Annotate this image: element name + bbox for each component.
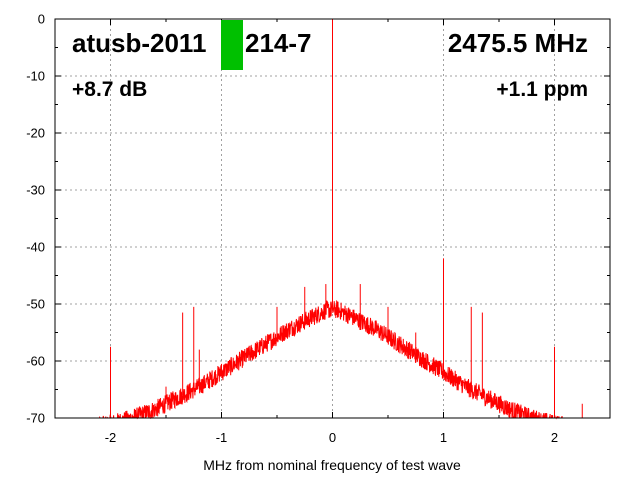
y-tick-label: -50 (26, 297, 45, 312)
x-tick-label: 0 (329, 430, 336, 445)
x-tick-label: 1 (440, 430, 447, 445)
y-tick-label: -20 (26, 126, 45, 141)
y-tick-label: -10 (26, 69, 45, 84)
x-tick-label: -2 (105, 430, 117, 445)
y-axis-ticks: 0 -10 -20 -30 -40 -50 -60 -70 (26, 12, 610, 426)
device-suffix-label: 214-7 (245, 28, 312, 58)
spur-series (110, 19, 583, 418)
offset-label: +1.1 ppm (496, 78, 588, 101)
x-axis-title: MHz from nominal frequency of test wave (203, 457, 461, 473)
plot-frame (54, 18, 611, 419)
y-tick-label: -70 (26, 411, 45, 426)
gain-label: +8.7 dB (72, 78, 147, 101)
frequency-label: 2475.5 MHz (448, 28, 588, 58)
label-marker (221, 20, 243, 70)
y-tick-label: -30 (26, 183, 45, 198)
device-label: atusb-2011 (72, 28, 206, 58)
y-tick-label: -60 (26, 354, 45, 369)
y-tick-label: 0 (38, 12, 45, 27)
x-tick-label: -1 (216, 430, 228, 445)
x-tick-label: 2 (551, 430, 558, 445)
y-tick-label: -40 (26, 240, 45, 255)
